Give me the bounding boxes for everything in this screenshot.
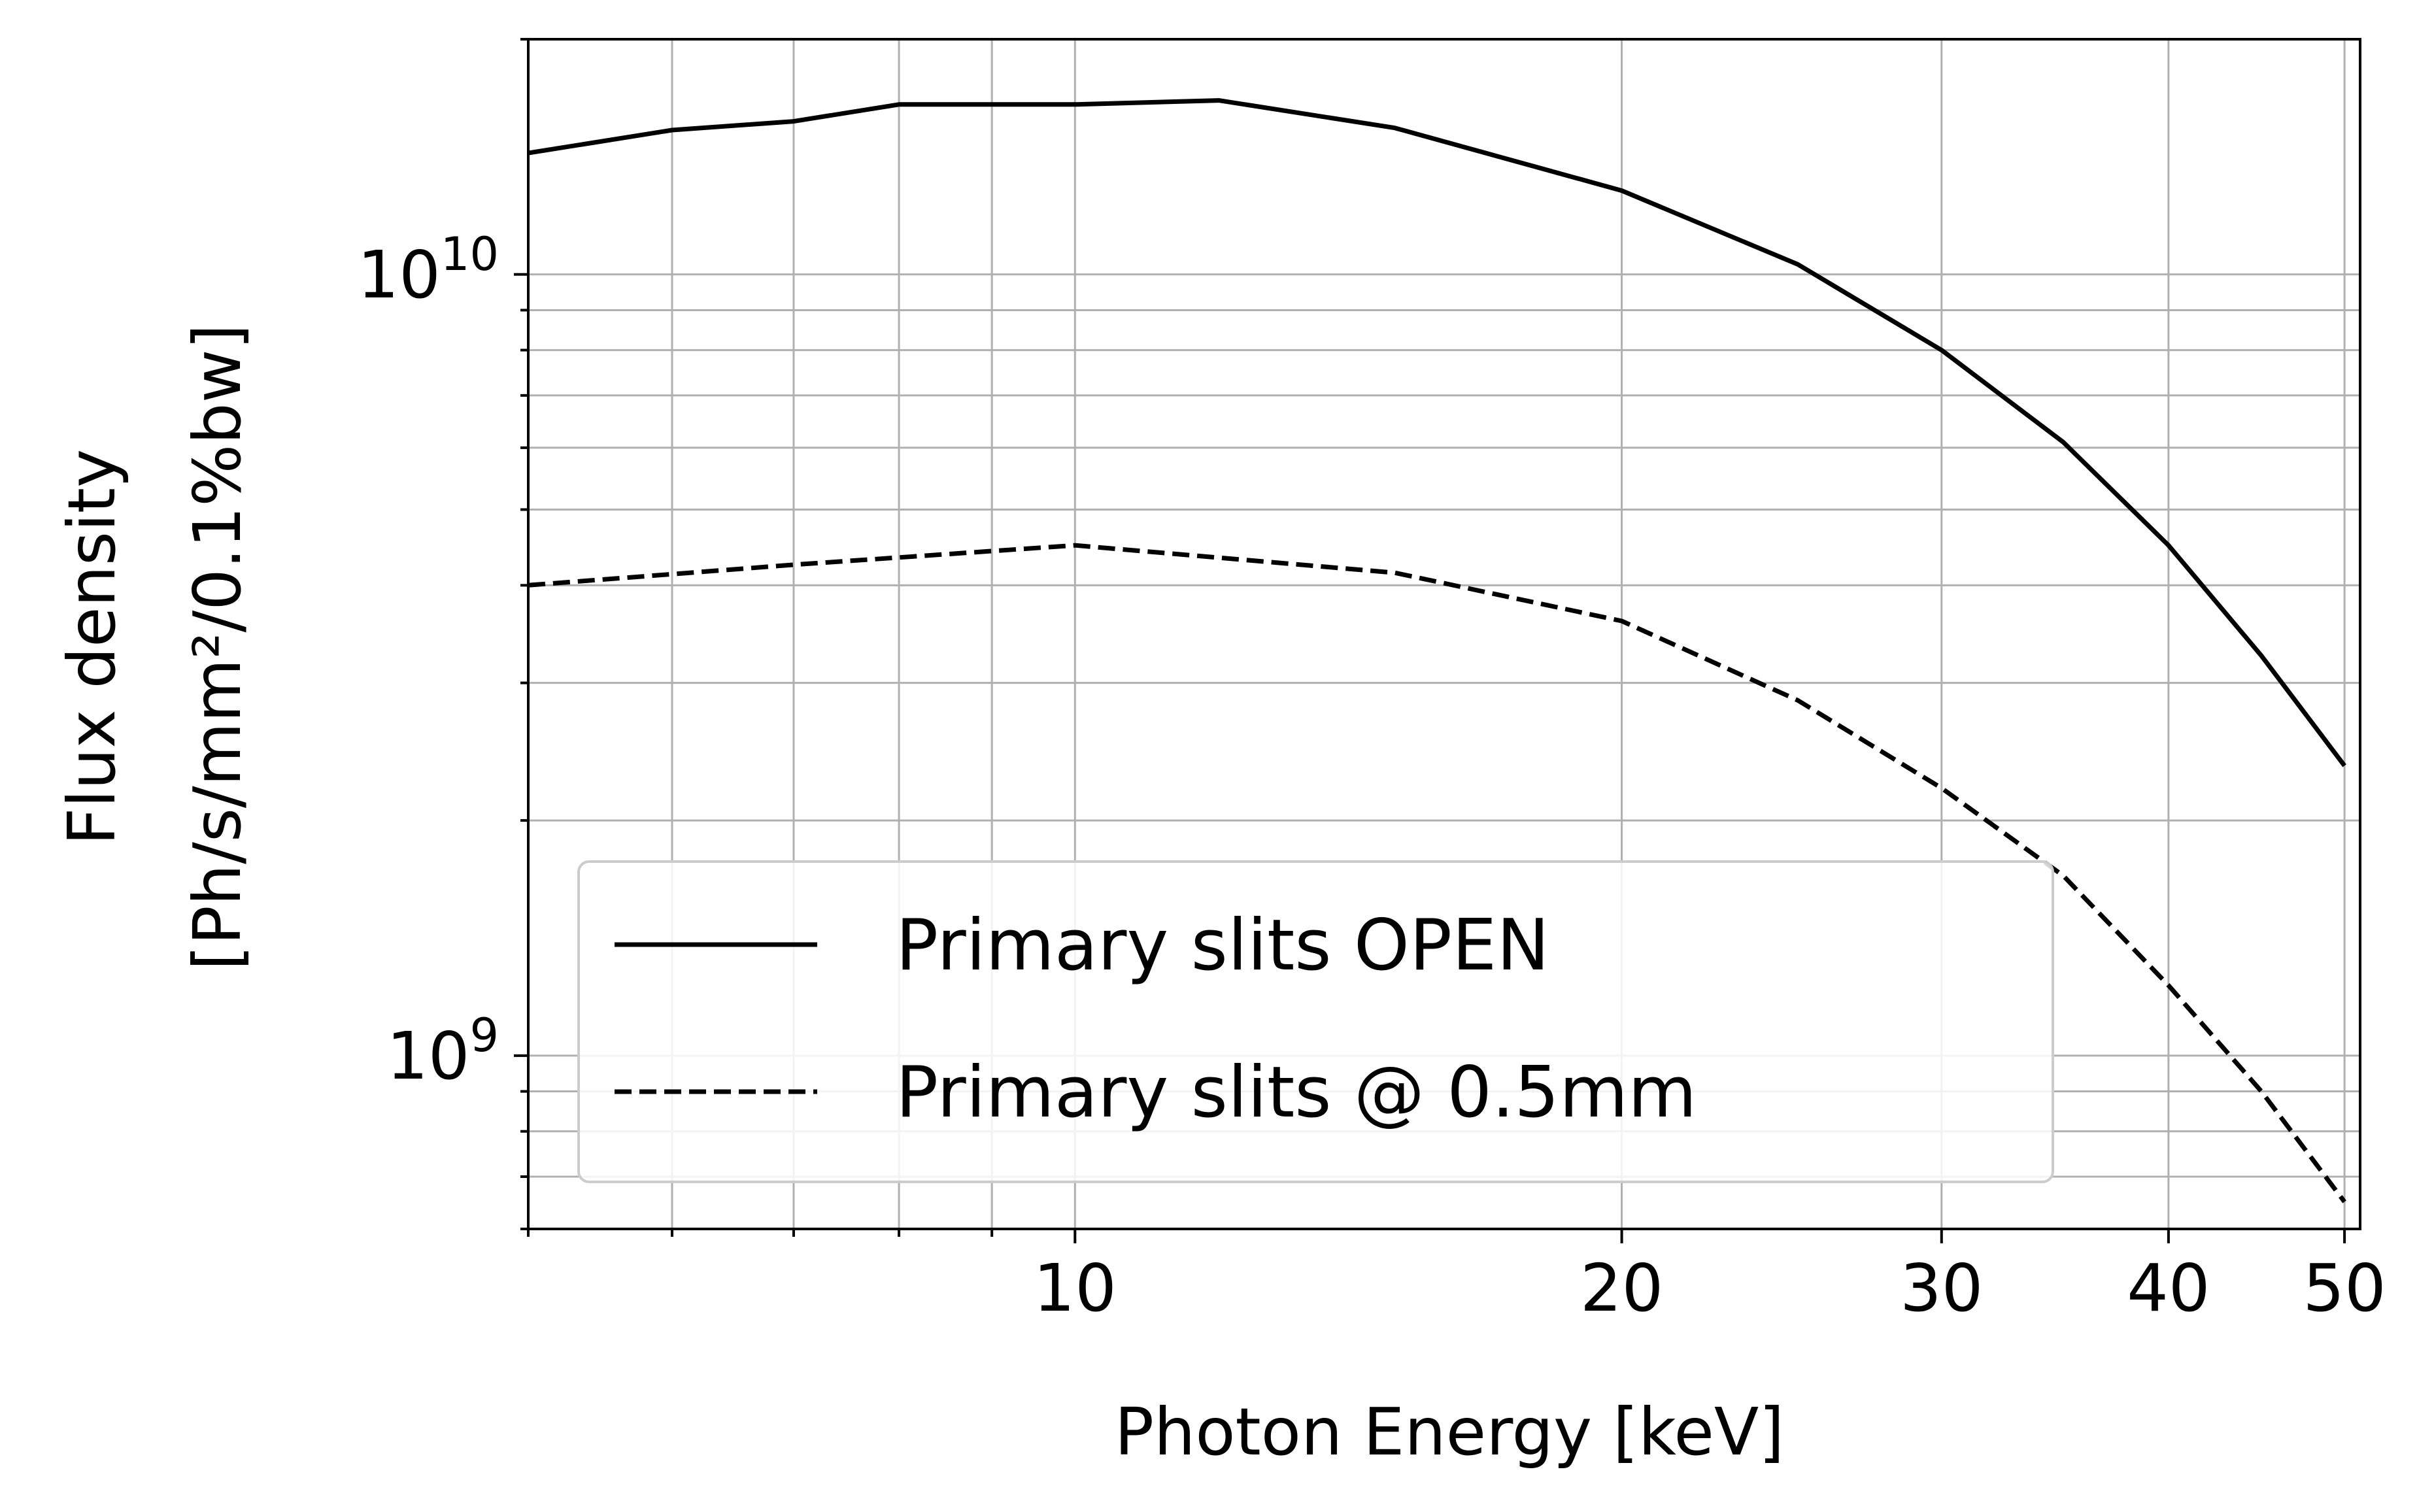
x-axis-label: Photon Energy [keV] <box>1115 1394 1785 1470</box>
y-axis-label: Flux density [Ph/s/mm²/0.1%bw] <box>54 324 256 970</box>
x-tick-label: 30 <box>1900 1250 1983 1326</box>
legend-label-open: Primary slits OPEN <box>896 905 1549 986</box>
axis-ticks: 10 20 30 40 50 109 1010 <box>358 38 2386 1326</box>
legend: Primary slits OPEN Primary slits @ 0.5mm <box>577 860 2054 1183</box>
x-tick-label: 50 <box>2303 1250 2386 1326</box>
plot-frame <box>527 38 2361 1230</box>
y-tick-label: 1010 <box>358 227 499 313</box>
legend-box <box>577 860 2054 1183</box>
x-tick-label: 20 <box>1580 1250 1663 1326</box>
y-axis-label-line2: [Ph/s/mm²/0.1%bw] <box>179 324 256 970</box>
series-line-slits-open <box>528 98 2346 767</box>
x-tick-label: 10 <box>1034 1250 1117 1326</box>
x-tick-label: 40 <box>2127 1250 2210 1326</box>
series-line-slits-0-5mm <box>528 543 2346 1203</box>
y-tick-label: 109 <box>386 1009 499 1094</box>
series-lines <box>528 98 2346 1203</box>
legend-label-slit: Primary slits @ 0.5mm <box>896 1052 1697 1134</box>
y-axis-label-line1: Flux density <box>54 449 130 845</box>
